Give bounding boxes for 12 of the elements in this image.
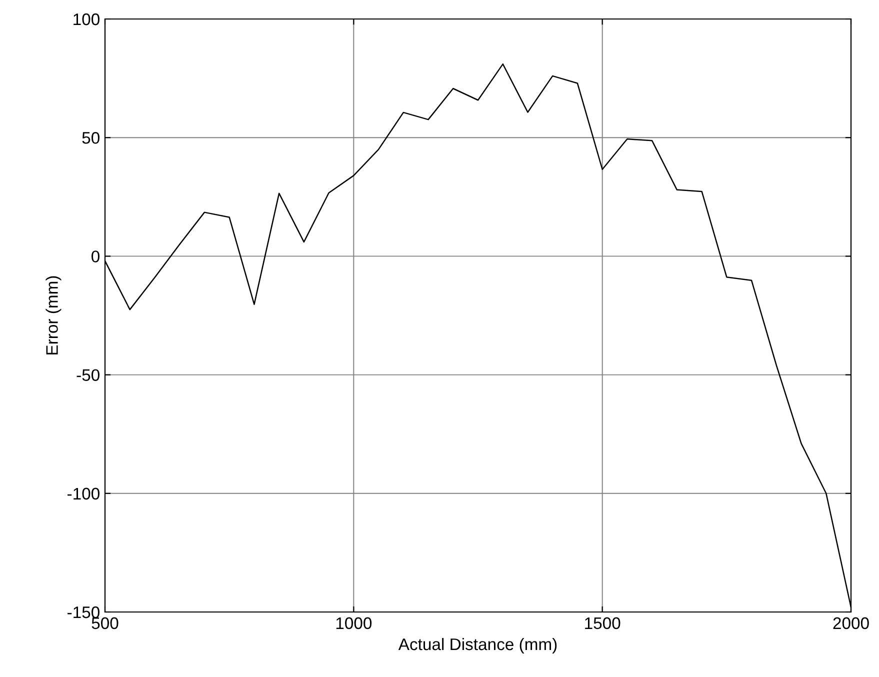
y-tick-label: 50 <box>82 132 100 144</box>
y-tick-label: -50 <box>76 369 100 382</box>
x-tick-label: 2000 <box>833 617 869 630</box>
y-axis-title: Error (mm) <box>46 276 62 354</box>
x-tick-label: 1000 <box>336 617 372 630</box>
y-tick-label: -150 <box>68 606 100 618</box>
y-tick-label: 0 <box>92 250 100 262</box>
x-axis-title: Actual Distance (mm) <box>398 638 557 654</box>
x-tick-label: 1500 <box>585 617 620 630</box>
y-tick-label: -100 <box>68 488 100 500</box>
x-tick-label: 500 <box>92 617 118 630</box>
y-tick-label: 100 <box>74 13 100 26</box>
